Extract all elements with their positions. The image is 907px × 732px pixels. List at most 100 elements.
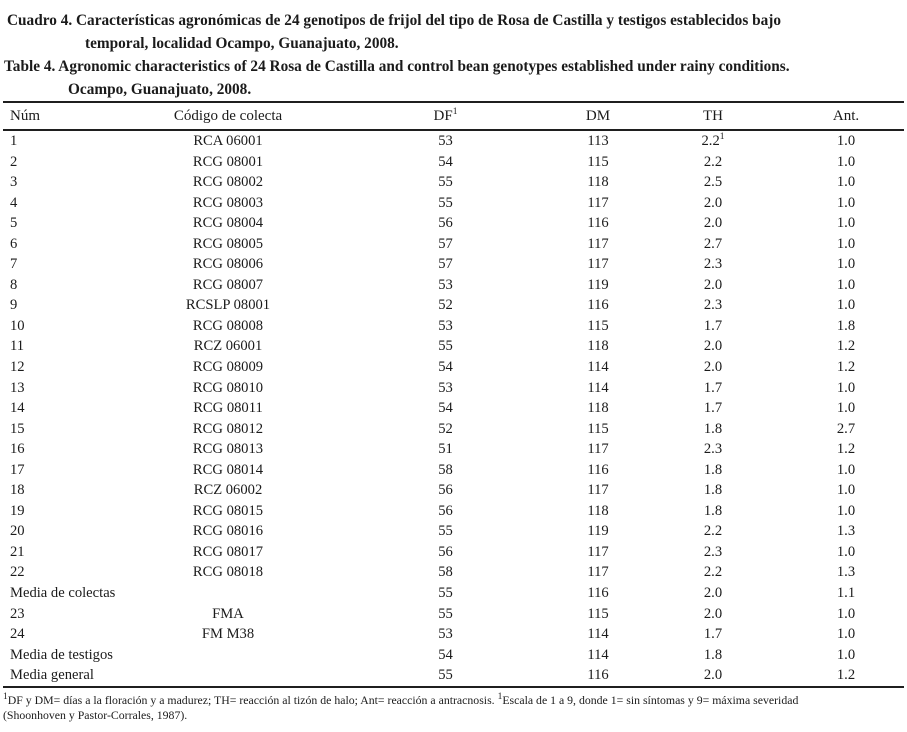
cell-code: RCG 08009 xyxy=(192,358,264,375)
cell-th: 2.5 xyxy=(703,174,723,191)
cell-th: 1.8 xyxy=(703,482,723,499)
cell-df: 58 xyxy=(438,564,453,581)
cell-dm: 117 xyxy=(587,543,609,560)
footnote-sup-2: 1 xyxy=(497,691,503,702)
cell-ant: 1.0 xyxy=(836,174,856,191)
cell-code: RCG 08012 xyxy=(192,420,264,437)
cell-df: 54 xyxy=(438,153,453,170)
cell-df: 55 xyxy=(438,194,453,211)
cell-num: 12 xyxy=(10,358,25,375)
caption-en-line1: Table 4. Agronomic characteristics of 24… xyxy=(4,58,790,75)
cell-ant: 1.2 xyxy=(836,338,856,355)
cell-code: RCG 08005 xyxy=(192,235,264,252)
cell-ant: 1.0 xyxy=(836,379,856,396)
col-header-ant: Ant. xyxy=(832,107,860,124)
table-row: 20 RCG 08016 55 119 2.2 1.3 xyxy=(3,521,904,542)
cell-dm: 119 xyxy=(587,523,609,540)
cell-th: 1.8 xyxy=(703,502,723,519)
cell-ant: 1.0 xyxy=(836,153,856,170)
cell-th: 2.0 xyxy=(703,585,723,601)
cell-ant: 1.0 xyxy=(836,276,856,293)
cell-dm: 117 xyxy=(587,564,609,581)
cell-th: 2.3 xyxy=(703,543,723,560)
table-row: 15 RCG 08012 52 115 1.8 2.7 xyxy=(3,419,904,440)
cell-ant: 1.0 xyxy=(836,646,856,663)
footnote-line2: (Shoonhoven y Pastor-Corrales, 1987). xyxy=(3,707,188,722)
cell-code: RCSLP 08001 xyxy=(185,297,271,314)
cell-num: 14 xyxy=(10,400,25,417)
cell-th: 2.3 xyxy=(703,256,723,273)
caption-en-line2: Ocampo, Guanajuato, 2008. xyxy=(68,81,252,98)
table-row: 23 FMA 55 115 2.0 1.0 xyxy=(3,604,904,625)
cell-ant: 1.0 xyxy=(836,256,856,273)
cell-th: 2.0 xyxy=(703,276,723,293)
table-row: Media general 55 116 2.0 1.2 xyxy=(3,665,904,687)
cell-dm: 118 xyxy=(587,174,609,191)
table-row: 4 RCG 08003 55 117 2.0 1.0 xyxy=(3,193,904,214)
cell-dm: 115 xyxy=(587,317,609,334)
footnote-part2: Escala de 1 a 9, donde 1= sin síntomas y… xyxy=(502,692,799,707)
cell-ant: 1.2 xyxy=(836,441,856,458)
table-row: 10 RCG 08008 53 115 1.7 1.8 xyxy=(3,316,904,337)
cell-dm: 116 xyxy=(587,297,609,314)
cell-th: 2.0 xyxy=(703,215,723,232)
cell-dm: 113 xyxy=(587,132,609,149)
cell-ant: 1.0 xyxy=(836,502,856,519)
cell-df: 53 xyxy=(438,379,453,396)
cell-df: 55 xyxy=(438,338,453,355)
cell-code: RCG 08013 xyxy=(192,441,264,458)
th-superscript: 1 xyxy=(719,132,725,143)
genotype-table: Núm Código de colecta DF1 DM TH Ant. 1 R… xyxy=(3,101,904,688)
cell-df: 54 xyxy=(438,400,453,417)
cell-ant: 1.8 xyxy=(836,317,856,334)
table-row: 11 RCZ 06001 55 118 2.0 1.2 xyxy=(3,336,904,357)
cell-num: 23 xyxy=(10,605,25,622)
cell-dm: 118 xyxy=(587,400,609,417)
cell-th: 2.0 xyxy=(703,338,723,355)
cell-dm: 117 xyxy=(587,482,609,499)
cell-num: Media general xyxy=(10,667,94,684)
cell-th: 2.7 xyxy=(703,235,723,252)
cell-dm: 116 xyxy=(587,461,609,478)
cell-dm: 115 xyxy=(587,420,609,437)
df-superscript: 1 xyxy=(452,106,458,117)
cell-num: Media de colectas xyxy=(10,585,116,601)
caption-es-line2: temporal, localidad Ocampo, Guanajuato, … xyxy=(85,35,399,52)
cell-th: 2.3 xyxy=(703,441,723,458)
cell-th: 2.3 xyxy=(703,297,723,314)
table-row: 6 RCG 08005 57 117 2.7 1.0 xyxy=(3,234,904,255)
col-header-th: TH xyxy=(703,107,723,124)
table-row: 22 RCG 08018 58 117 2.2 1.3 xyxy=(3,562,904,583)
cell-code: RCG 08008 xyxy=(192,317,264,334)
cell-ant: 1.1 xyxy=(836,585,856,601)
cell-num: 5 xyxy=(10,215,18,232)
table-caption-spanish: Cuadro 4. Características agronómicas de… xyxy=(0,9,907,55)
cell-code: RCG 08014 xyxy=(192,461,264,478)
cell-th: 1.8 xyxy=(703,646,723,663)
cell-df: 52 xyxy=(438,420,453,437)
table-row: 7 RCG 08006 57 117 2.3 1.0 xyxy=(3,254,904,275)
cell-num: 13 xyxy=(10,379,25,396)
cell-th: 2.21 xyxy=(701,132,725,149)
cell-th: 2.0 xyxy=(703,194,723,211)
cell-dm: 114 xyxy=(587,626,609,643)
table-row: 14 RCG 08011 54 118 1.7 1.0 xyxy=(3,398,904,419)
cell-th: 1.7 xyxy=(703,626,723,643)
cell-num: 16 xyxy=(10,441,25,458)
cell-code: RCG 08006 xyxy=(192,256,264,273)
cell-num: 20 xyxy=(10,523,25,540)
cell-code: RCG 08015 xyxy=(192,502,264,519)
footnote-part1: DF y DM= días a la floración y a madurez… xyxy=(7,692,498,707)
table-row: 2 RCG 08001 54 115 2.2 1.0 xyxy=(3,152,904,173)
cell-num: 1 xyxy=(10,132,18,149)
footnote-sup-1: 1 xyxy=(3,691,8,702)
col-header-num: Núm xyxy=(10,107,40,124)
table-row: 18 RCZ 06002 56 117 1.8 1.0 xyxy=(3,480,904,501)
cell-code: RCA 06001 xyxy=(193,132,263,149)
cell-code: RCG 08017 xyxy=(192,543,264,560)
cell-num: 9 xyxy=(10,297,18,314)
cell-code: RCG 08007 xyxy=(192,276,264,293)
cell-code: RCG 08016 xyxy=(192,523,264,540)
table-row: 5 RCG 08004 56 116 2.0 1.0 xyxy=(3,213,904,234)
cell-ant: 1.3 xyxy=(836,564,856,581)
